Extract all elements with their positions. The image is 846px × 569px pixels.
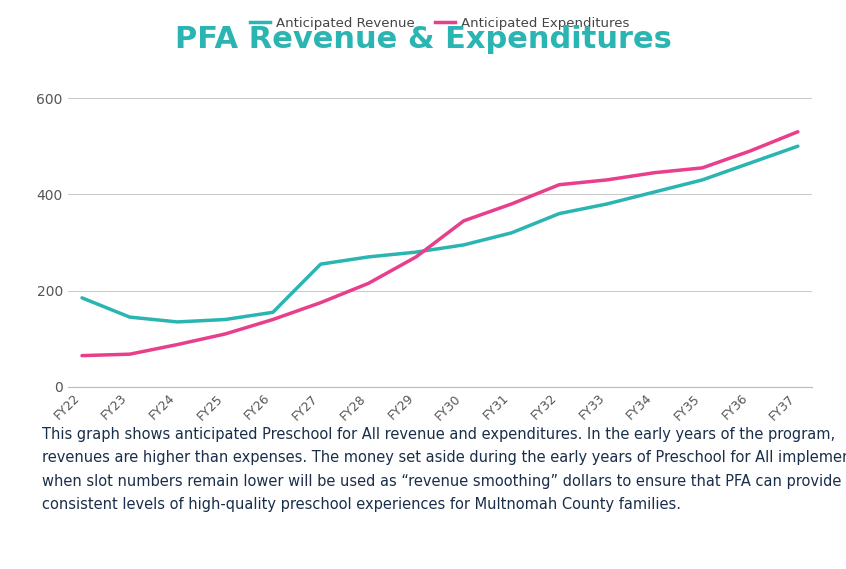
Text: This graph shows anticipated Preschool for All revenue and expenditures. In the : This graph shows anticipated Preschool f… (42, 427, 846, 512)
Legend: Anticipated Revenue, Anticipated Expenditures: Anticipated Revenue, Anticipated Expendi… (244, 12, 635, 35)
Text: PFA Revenue & Expenditures: PFA Revenue & Expenditures (174, 26, 672, 54)
